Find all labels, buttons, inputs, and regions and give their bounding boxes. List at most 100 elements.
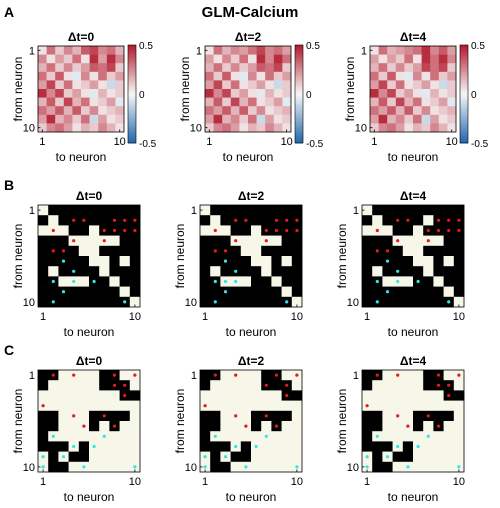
heatmap-cell	[271, 461, 282, 473]
cyan-marker	[203, 465, 207, 469]
heatmap-cell	[210, 451, 221, 463]
cyan-marker	[133, 465, 137, 469]
red-marker	[72, 218, 76, 222]
heatmap-cell	[271, 451, 282, 463]
cyan-marker	[213, 279, 217, 284]
cyan-marker	[72, 444, 76, 449]
heatmap-cell	[99, 441, 110, 452]
red-marker	[457, 218, 461, 222]
heatmap-cell	[72, 54, 82, 64]
colorbar-segment	[460, 130, 468, 134]
heatmap-cell	[89, 71, 99, 81]
heatmap-cell	[413, 54, 422, 64]
heatmap-cell	[99, 370, 110, 381]
heatmap-cell	[251, 451, 262, 463]
red-marker	[365, 404, 369, 408]
heatmap-cell	[38, 114, 47, 124]
heatmap-cell	[421, 63, 431, 73]
heatmap-cell	[261, 245, 272, 257]
heatmap-cell	[240, 205, 252, 216]
cyan-marker	[375, 434, 379, 438]
red-marker	[436, 218, 441, 222]
heatmap-cell	[387, 114, 397, 124]
heatmap-cell	[210, 215, 221, 226]
colorbar-segment	[128, 111, 136, 114]
heatmap-cell	[281, 461, 293, 473]
heatmap-cell	[78, 410, 90, 422]
y-axis-label: from neuron	[335, 389, 349, 454]
colorbar-segment	[295, 49, 303, 53]
heatmap-cell	[443, 451, 455, 463]
colorbar-segment	[128, 79, 136, 83]
heatmap-cell	[370, 54, 379, 64]
heatmap-cell	[38, 71, 47, 81]
heatmap-cell	[265, 46, 275, 55]
y-tick-label: 10	[190, 123, 202, 135]
heatmap-cell	[38, 421, 49, 432]
heatmap-cell	[443, 441, 455, 452]
heatmap-cell	[230, 54, 240, 64]
heatmap-cell	[404, 97, 414, 107]
red-marker	[112, 373, 117, 377]
y-tick-label: 10	[23, 297, 35, 309]
heatmap-cell	[58, 276, 69, 287]
heatmap-cell	[413, 390, 424, 401]
colorbar-segment	[295, 103, 303, 107]
heatmap-cell	[438, 54, 448, 64]
heatmap-cell	[205, 63, 214, 73]
colorbar-frame	[459, 44, 469, 144]
heatmap-cell	[119, 400, 131, 412]
colorbar-segment	[128, 108, 136, 112]
heatmap-cell	[438, 46, 448, 55]
heatmap-cell	[222, 106, 232, 116]
heatmap-cell	[362, 370, 373, 381]
colorbar-segment	[460, 138, 468, 141]
heatmap-cell	[68, 380, 80, 391]
red-marker	[234, 239, 238, 243]
heatmap-cell	[273, 106, 283, 116]
heatmap-cell	[251, 296, 262, 308]
heatmap-cell	[48, 441, 59, 452]
x-tick-label: 1	[40, 311, 46, 323]
cyan-marker	[92, 444, 96, 449]
heatmap-cell	[89, 461, 100, 473]
heatmap-cell	[240, 266, 252, 277]
heatmap-cell	[453, 400, 465, 412]
y-tick-label: 10	[185, 297, 197, 309]
heatmap-cell	[392, 380, 404, 391]
heatmap-cell	[438, 80, 448, 90]
heatmap-cell	[453, 390, 465, 401]
heatmap-cell	[291, 380, 303, 391]
x-axis-label: to neuron	[226, 325, 277, 339]
heatmap-cell	[239, 63, 249, 73]
colorbar-segment	[460, 64, 468, 68]
colorbar-segment	[460, 91, 468, 95]
heatmap-cell	[265, 123, 275, 133]
heatmap-cell	[106, 89, 116, 98]
heatmap-cell	[55, 63, 65, 73]
heatmap-cell	[106, 114, 116, 124]
cyan-marker	[406, 465, 410, 469]
heatmap-cell	[271, 266, 282, 277]
heatmap-cell	[362, 256, 373, 267]
heatmap-cell	[271, 441, 282, 452]
red-marker	[406, 218, 410, 222]
heatmap-cell	[387, 46, 397, 55]
colorbar-segment	[295, 123, 303, 127]
heatmap-cell	[106, 46, 116, 55]
cyan-marker	[92, 279, 96, 284]
y-axis-label: from neuron	[178, 57, 192, 122]
heatmap-cell	[438, 89, 448, 98]
heatmap-cell	[453, 380, 465, 391]
heatmap-cell	[205, 106, 214, 116]
heatmap-cell	[443, 245, 455, 257]
heatmap-cell	[413, 106, 422, 116]
heatmap-cell	[213, 46, 223, 55]
heatmap-cell	[372, 235, 383, 247]
heatmap-cell	[261, 276, 272, 287]
heatmap-cell	[251, 235, 262, 247]
heatmap-cell	[423, 296, 434, 308]
heatmap-cell	[230, 421, 242, 432]
heatmap-cell	[210, 205, 221, 216]
